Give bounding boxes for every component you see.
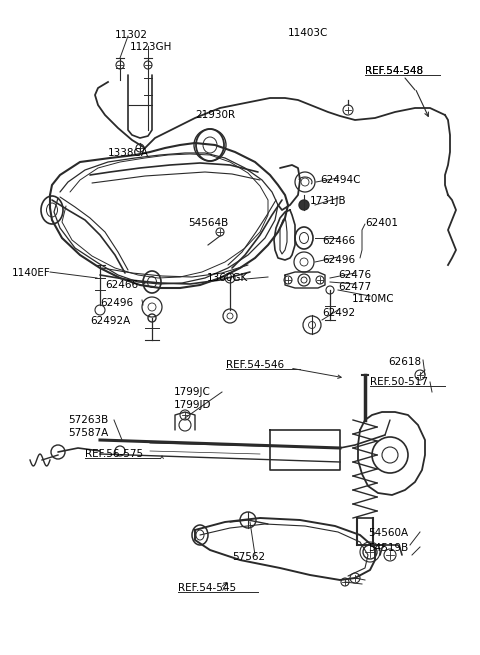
Text: 62477: 62477 [338, 282, 371, 292]
Text: 1799JD: 1799JD [174, 400, 212, 410]
Text: REF.54-548: REF.54-548 [365, 66, 423, 76]
Text: 62618: 62618 [388, 357, 421, 367]
Text: REF.54-545: REF.54-545 [178, 583, 236, 593]
Text: REF.54-548: REF.54-548 [365, 66, 423, 76]
Circle shape [299, 200, 309, 210]
Text: 1140MC: 1140MC [352, 294, 395, 304]
Text: 1799JC: 1799JC [174, 387, 211, 397]
Text: 57562: 57562 [232, 552, 265, 562]
Text: 54519B: 54519B [368, 543, 408, 553]
Text: 62494C: 62494C [320, 175, 360, 185]
Text: 62492A: 62492A [90, 316, 130, 326]
Text: 54560A: 54560A [368, 528, 408, 538]
Text: 57263B: 57263B [68, 415, 108, 425]
Text: 62476: 62476 [338, 270, 371, 280]
Text: 21930R: 21930R [195, 110, 235, 120]
Text: 54564B: 54564B [188, 218, 228, 228]
Text: REF.54-546: REF.54-546 [226, 360, 284, 370]
Text: 62466: 62466 [322, 236, 355, 246]
Text: 1360GK: 1360GK [207, 273, 248, 283]
Text: 1123GH: 1123GH [130, 42, 172, 52]
Text: 62466: 62466 [105, 280, 138, 290]
Text: 62496: 62496 [322, 255, 355, 265]
Text: 1731JB: 1731JB [310, 196, 347, 206]
Text: 57587A: 57587A [68, 428, 108, 438]
Text: REF.50-517: REF.50-517 [370, 377, 428, 387]
Text: 11403C: 11403C [288, 28, 328, 38]
Text: 1140EF: 1140EF [12, 268, 51, 278]
Text: 1338CA: 1338CA [108, 148, 149, 158]
Text: 62492: 62492 [322, 308, 355, 318]
Text: 62401: 62401 [365, 218, 398, 228]
Text: 62496: 62496 [100, 298, 133, 308]
Text: 11302: 11302 [115, 30, 148, 40]
Text: REF.56-575: REF.56-575 [85, 449, 143, 459]
